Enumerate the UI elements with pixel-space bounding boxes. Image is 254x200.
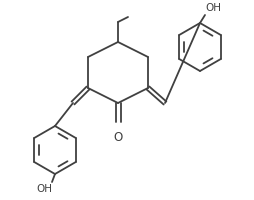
Text: OH: OH — [205, 3, 221, 13]
Text: OH: OH — [36, 184, 52, 194]
Text: O: O — [113, 131, 123, 144]
